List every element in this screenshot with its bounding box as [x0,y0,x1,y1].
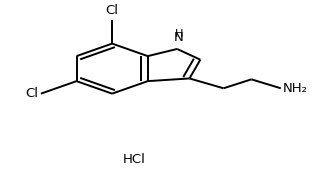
Text: Cl: Cl [106,4,119,17]
Text: NH₂: NH₂ [282,82,307,95]
Text: Cl: Cl [25,87,38,100]
Text: H: H [174,29,183,39]
Text: N: N [174,31,184,44]
Text: HCl: HCl [122,153,145,166]
